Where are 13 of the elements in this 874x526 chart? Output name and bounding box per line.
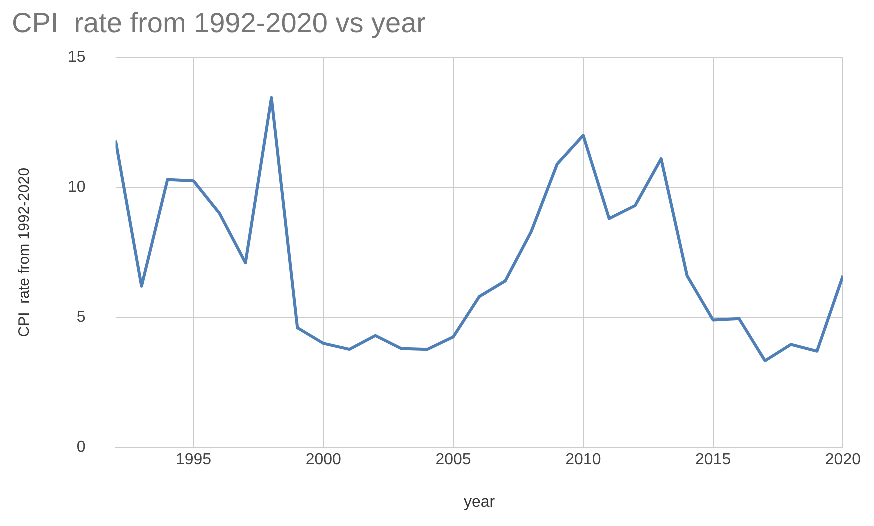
x-tick-label: 1995 [176, 452, 212, 469]
x-tick-label: 2000 [306, 452, 342, 469]
y-tick-label: 15 [68, 49, 86, 66]
y-axis-title: CPI rate from 1992-2020 [16, 168, 34, 338]
chart-title: CPI rate from 1992-2020 vs year [12, 8, 426, 39]
x-tick-label: 2015 [696, 452, 732, 469]
y-tick-label: 5 [76, 309, 86, 326]
y-tick-label: 10 [68, 179, 86, 196]
x-tick-label: 2005 [436, 452, 472, 469]
x-tick-label: 2020 [825, 452, 862, 469]
x-axis-title: year [464, 494, 496, 511]
y-tick-label: 0 [76, 439, 86, 456]
x-tick-label: 2010 [566, 452, 602, 469]
